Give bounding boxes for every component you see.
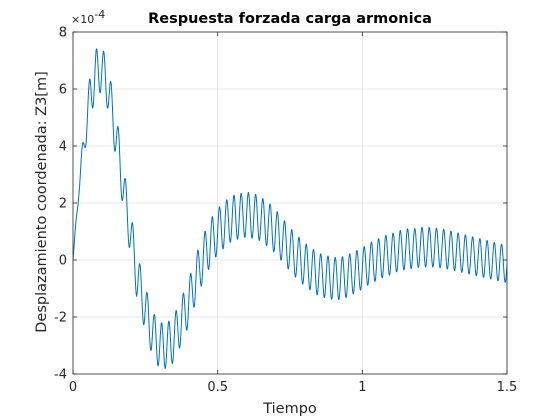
- y-tick-label: 6: [59, 83, 67, 98]
- y-tick-label: 2: [59, 197, 67, 212]
- x-axis-label: Tiempo: [262, 401, 317, 417]
- chart-title: Respuesta forzada carga armonica: [148, 11, 432, 27]
- x-tick-label: 0.5: [207, 380, 228, 395]
- y-tick-label: 4: [59, 140, 67, 155]
- y-exponent-base: ×10: [71, 13, 94, 26]
- y-tick-label: -2: [54, 311, 67, 326]
- y-axis-label: Desplazamiento coordenada: Z3[m]: [34, 71, 50, 333]
- y-tick-label: 8: [59, 26, 67, 41]
- x-ticks: 0 0.5 1 1.5: [69, 32, 517, 395]
- x-tick-label: 1.5: [497, 380, 518, 395]
- y-tick-label: 0: [59, 254, 67, 269]
- y-tick-label: -4: [54, 368, 67, 383]
- x-tick-label: 0: [69, 380, 77, 395]
- series-line: [73, 48, 507, 369]
- y-exponent: ×10-4: [71, 8, 105, 26]
- y-ticks: -4 -2 0 2 4 6 8: [54, 26, 507, 383]
- plot-area: 0 0.5 1 1.5 -4 -2 0 2 4 6 8: [54, 26, 517, 396]
- x-tick-label: 1: [358, 380, 366, 395]
- grid: [73, 32, 507, 374]
- y-exponent-power: -4: [94, 8, 105, 21]
